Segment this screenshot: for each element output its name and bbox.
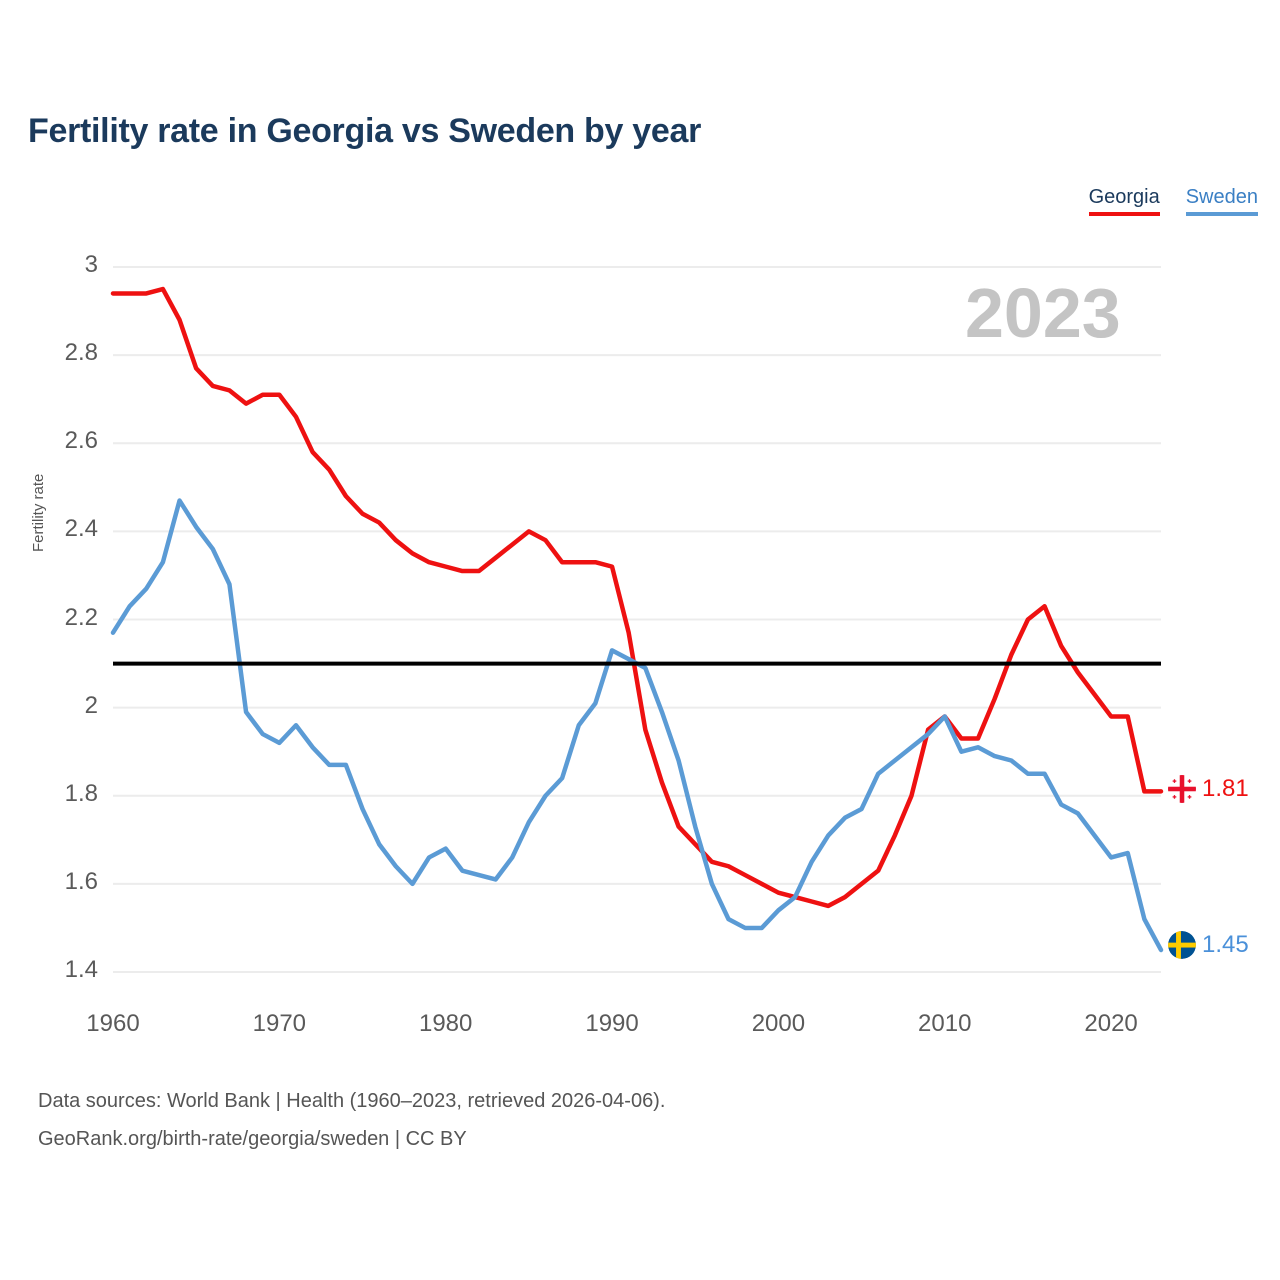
x-tick-label: 2010 [918,1010,972,1037]
y-tick-label: 3 [84,251,98,278]
endpoint-value-georgia: 1.81 [1202,775,1249,802]
footer-line-2: GeoRank.org/birth-rate/georgia/sweden | … [38,1128,467,1150]
y-tick-label: 2.4 [64,515,98,543]
page-title: Fertility rate in Georgia vs Sweden by y… [28,112,702,150]
endpoint-label-sweden: 1.45 [1168,931,1249,959]
endpoint-value-sweden: 1.45 [1202,931,1249,958]
y-tick-label: 2.8 [64,339,98,367]
x-tick-label: 1980 [418,1010,473,1037]
legend-label-sweden: Sweden [1185,186,1258,208]
y-tick-label: 2 [84,691,98,719]
y-tick-label: 2.2 [64,603,98,631]
x-tick-label: 1960 [86,1010,140,1037]
chart-legend: Georgia Sweden [1088,186,1258,216]
y-tick-label: 1.8 [64,779,98,807]
legend-swatch-sweden [1185,212,1258,216]
legend-item-georgia[interactable]: Georgia [1088,186,1160,216]
footer-sources: Data sources: World Bank | Health (1960–… [38,1082,665,1158]
x-tick-label: 2020 [1084,1010,1138,1037]
sweden-flag-icon [1168,931,1196,959]
footer-line-1: Data sources: World Bank | Health (1960–… [38,1090,666,1112]
year-watermark: 2023 [965,274,1121,352]
legend-label-georgia: Georgia [1088,186,1160,208]
endpoint-label-georgia: 1.81 [1168,775,1249,803]
y-axis-title: Fertility rate [30,473,47,552]
y-tick-label: 2.6 [64,427,98,455]
x-tick-label: 1990 [585,1010,639,1037]
legend-item-sweden[interactable]: Sweden [1185,186,1258,216]
series-line-sweden [110,498,1164,953]
y-tick-label: 1.6 [64,867,98,895]
x-tick-label: 1970 [252,1010,307,1037]
legend-swatch-georgia [1088,212,1160,216]
chart-gridlines [113,266,1161,973]
georgia-flag-icon [1168,775,1196,803]
series-line-georgia [110,286,1164,909]
y-tick-label: 1.4 [64,956,98,983]
x-tick-label: 2000 [751,1010,806,1037]
